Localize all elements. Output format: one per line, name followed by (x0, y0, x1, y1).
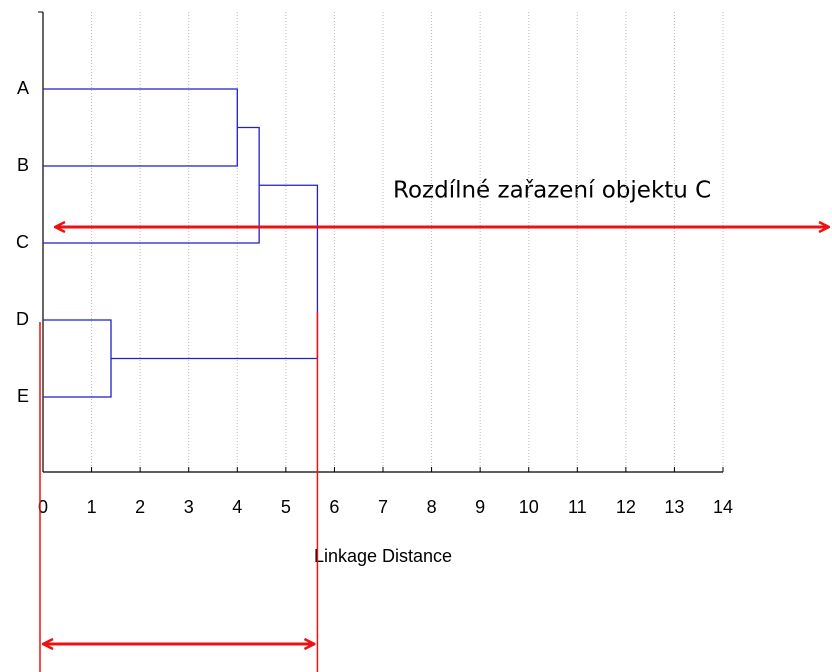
dendrogram-link (43, 319, 112, 398)
x-tick-label: 4 (232, 497, 242, 517)
x-tick-label: 7 (378, 497, 388, 517)
leaf-label: D (16, 309, 29, 329)
leaf-label: A (17, 78, 29, 98)
x-tick-label: 9 (475, 497, 485, 517)
dendrogram-link (43, 88, 238, 167)
x-tick-label: 1 (87, 497, 97, 517)
x-tick-label: 2 (135, 497, 145, 517)
x-tick-label: 13 (664, 497, 684, 517)
annotation: Rozdílné zařazení objektu C (393, 178, 711, 204)
leaf-label: E (17, 386, 29, 406)
x-tick-label: 14 (713, 497, 733, 517)
leaf-label: B (17, 155, 29, 175)
dendrogram-link (111, 184, 319, 360)
x-tick-label: 8 (427, 497, 437, 517)
x-tick-label: 10 (519, 497, 539, 517)
x-tick-label: 12 (616, 497, 636, 517)
x-tick-label: 11 (568, 497, 587, 517)
x-tick-label: 3 (184, 497, 194, 517)
x-tick-label: 0 (38, 497, 48, 517)
x-axis-label: Linkage Distance (314, 546, 452, 566)
leaf-label: C (16, 232, 29, 252)
x-tick-label: 6 (329, 497, 339, 517)
x-tick-label: 5 (281, 497, 291, 517)
